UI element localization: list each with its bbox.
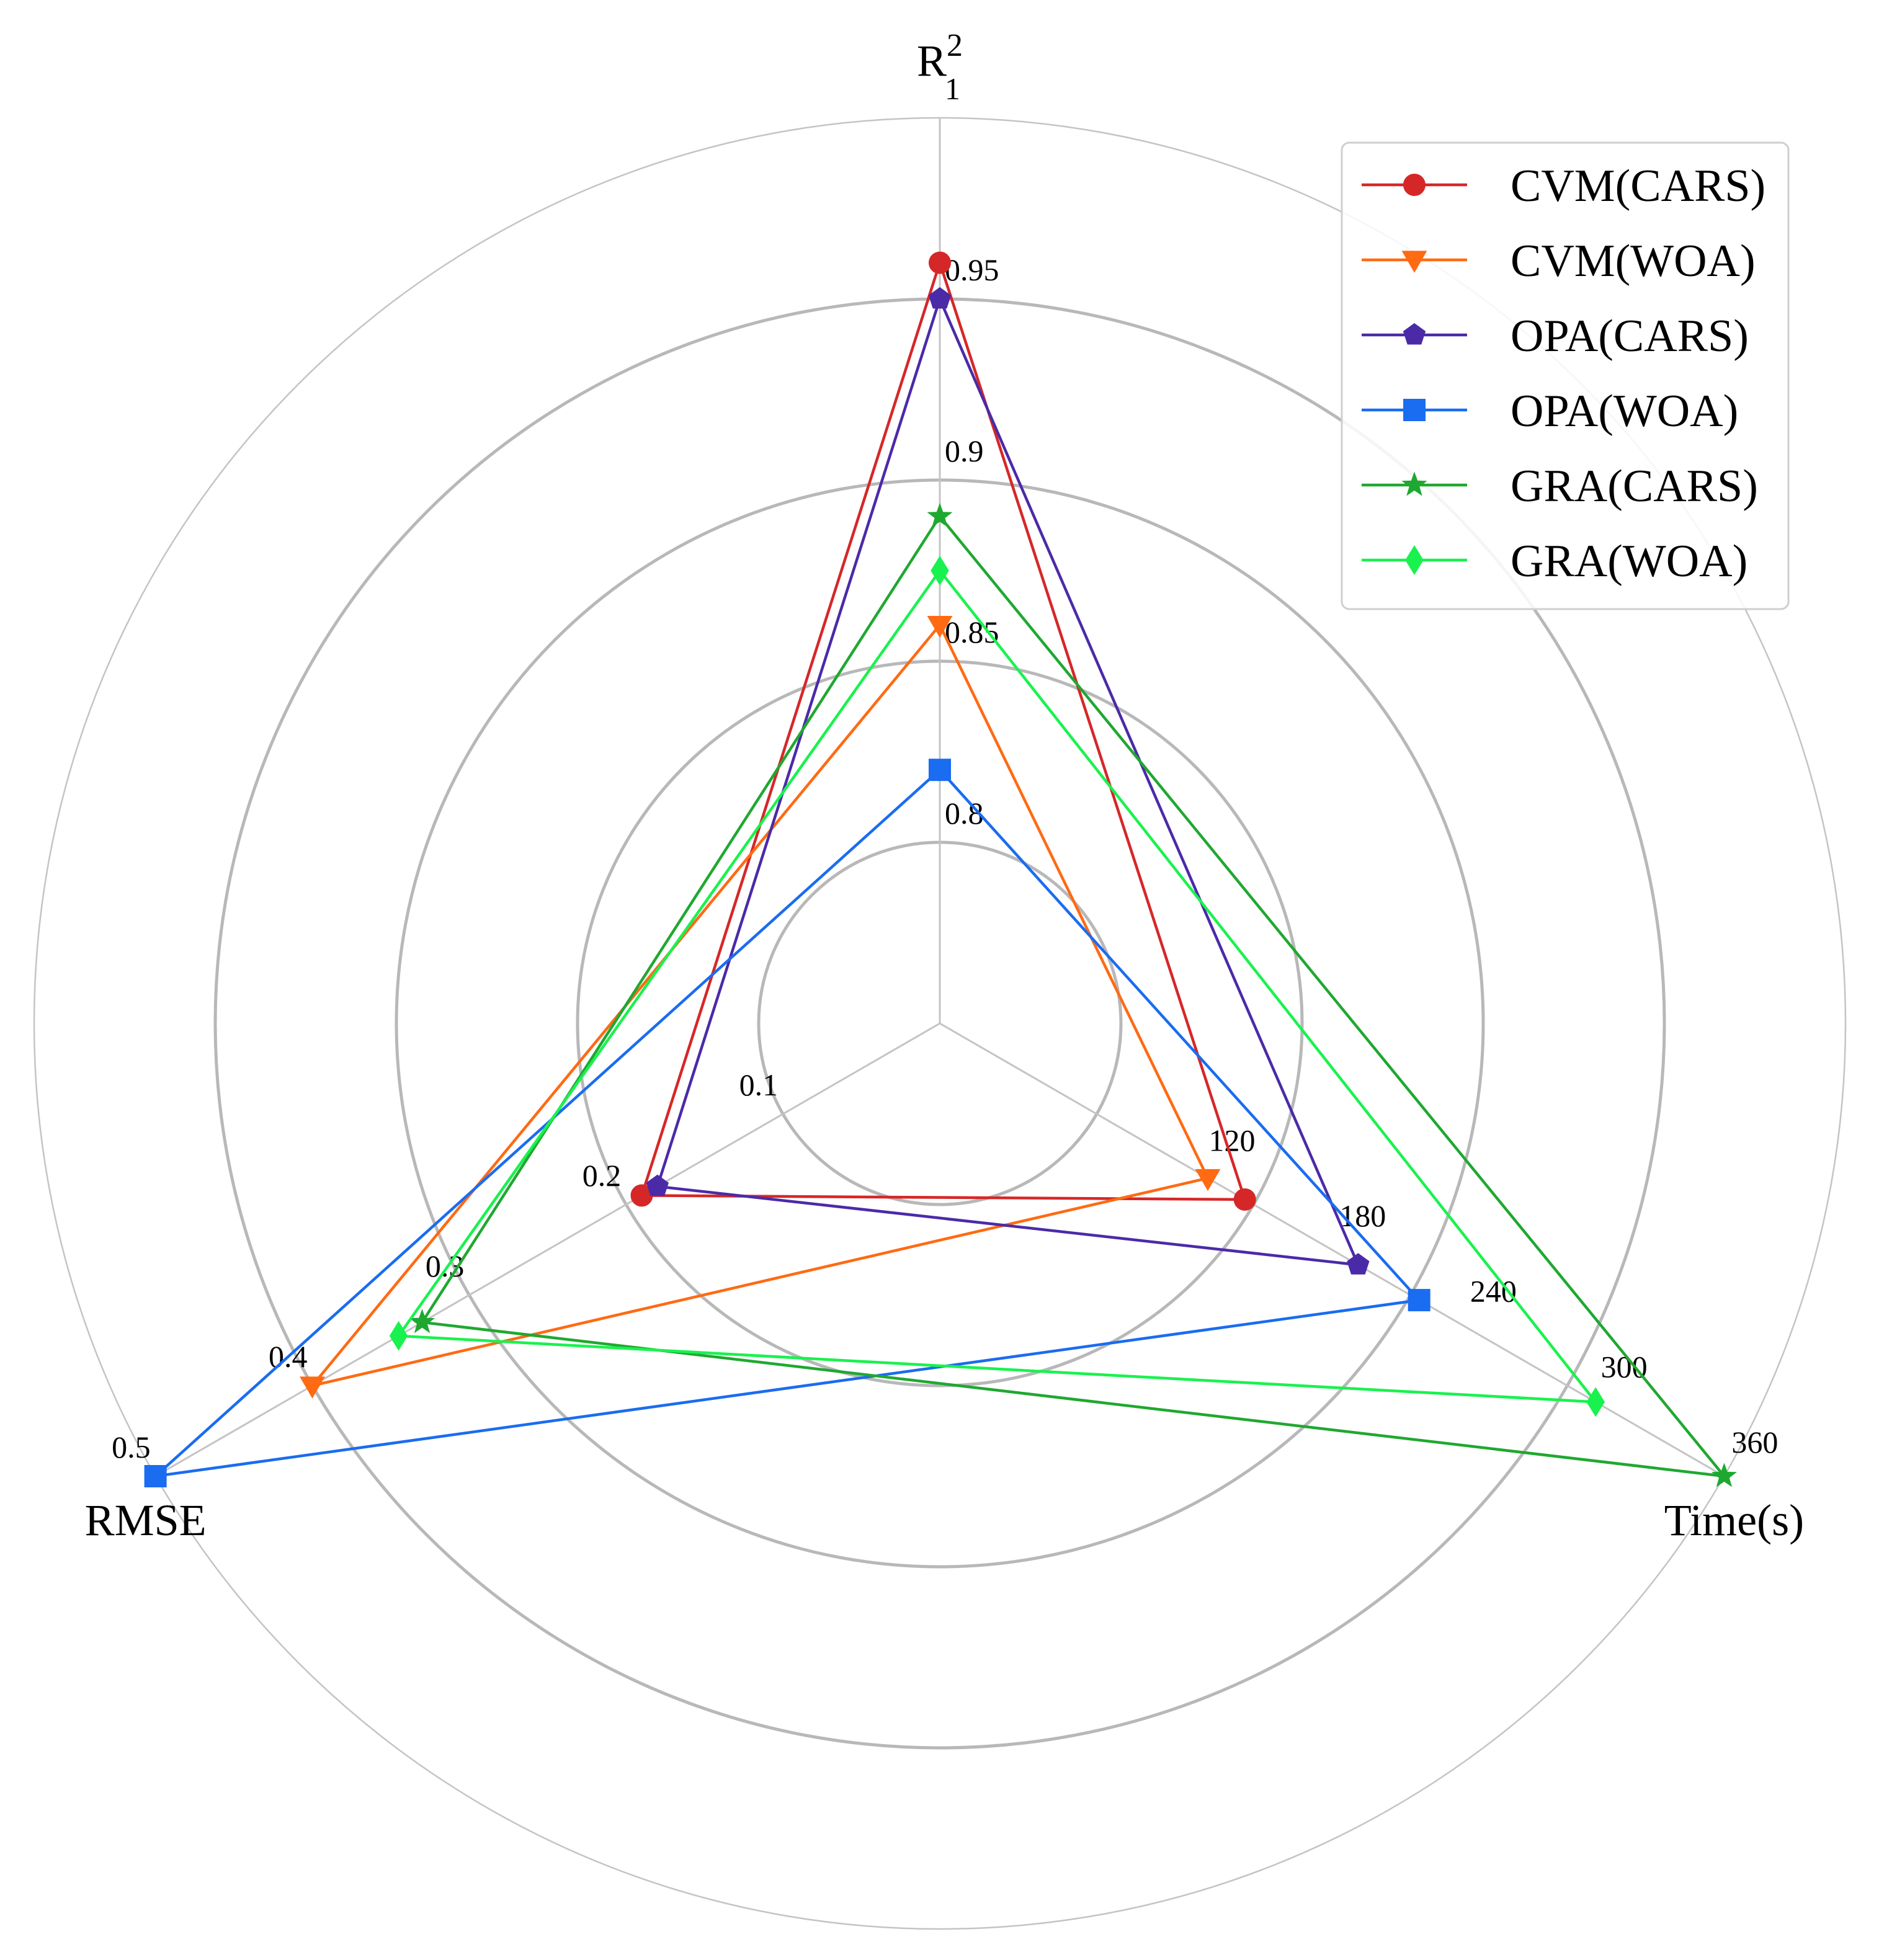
- data-point-4-r2: [929, 759, 951, 782]
- legend-item-1: CVM(CARS): [1362, 161, 1765, 212]
- legend-item-3: OPA(CARS): [1362, 311, 1749, 362]
- data-point-3-r2: [928, 287, 952, 309]
- legend-swatch-marker-3: [1403, 323, 1426, 345]
- tick-label-rmse-5: 0.5: [112, 1430, 151, 1464]
- legend-swatch-marker-4: [1403, 399, 1426, 421]
- legend-label-6: GRA(WOA): [1511, 536, 1747, 587]
- series-1: [630, 251, 1256, 1211]
- tick-label-rmse-1: 0.1: [739, 1067, 779, 1102]
- series-line-3: [655, 295, 1360, 1267]
- legend-swatch-marker-1: [1403, 174, 1426, 196]
- data-point-2-r2: [927, 616, 953, 638]
- axis-titles: R2 Time(s) RMSE: [85, 28, 1805, 1545]
- series-line-5: [419, 514, 1728, 1478]
- tick-label-time-5: 360: [1731, 1425, 1778, 1459]
- tick-label-rmse-2: 0.2: [582, 1158, 622, 1193]
- axis-title-rmse: RMSE: [85, 1495, 207, 1545]
- legend-label-4: OPA(WOA): [1511, 386, 1738, 437]
- legend-swatch-marker-6: [1405, 545, 1424, 576]
- data-point-2-rmse: [300, 1376, 325, 1399]
- data-point-5-r2: [927, 502, 953, 527]
- data-point-6-time: [1586, 1387, 1605, 1417]
- legend-item-4: OPA(WOA): [1362, 386, 1738, 437]
- legend-label-3: OPA(CARS): [1511, 311, 1749, 362]
- tick-label-r2-5: 1: [945, 71, 960, 106]
- tick-labels: 0.80.850.90.9511201802403003600.10.20.30…: [112, 71, 1778, 1464]
- tick-label-time-2: 180: [1339, 1198, 1386, 1233]
- spoke-rmse: [154, 1022, 940, 1477]
- series-layer: [144, 251, 1737, 1487]
- data-point-5-time: [1711, 1463, 1737, 1487]
- legend-swatch-marker-5: [1401, 471, 1427, 496]
- axis-title-r2: R2: [917, 28, 963, 86]
- series-line-6: [396, 568, 1599, 1404]
- spoke-time: [939, 1022, 1725, 1477]
- series-line-1: [640, 258, 1247, 1201]
- legend-item-6: GRA(WOA): [1362, 536, 1747, 587]
- data-point-6-r2: [931, 555, 949, 586]
- tick-label-r2-3: 0.9: [945, 434, 984, 468]
- tick-label-time-1: 120: [1208, 1123, 1255, 1157]
- data-point-1-time: [1233, 1188, 1256, 1211]
- tick-label-r2-2: 0.85: [945, 615, 999, 649]
- series-6: [389, 555, 1605, 1417]
- data-point-6-rmse: [389, 1321, 408, 1351]
- data-point-5-rmse: [409, 1309, 435, 1334]
- tick-label-r2-4: 0.95: [945, 252, 999, 287]
- data-point-3-rmse: [646, 1174, 669, 1196]
- data-point-1-r2: [929, 251, 951, 274]
- data-point-4-rmse: [144, 1465, 167, 1487]
- legend-item-5: GRA(CARS): [1362, 461, 1758, 512]
- legend-label-1: CVM(CARS): [1511, 161, 1765, 212]
- legend-swatch-marker-2: [1401, 251, 1427, 273]
- data-point-4-time: [1408, 1289, 1430, 1312]
- data-point-3-time: [1347, 1253, 1370, 1275]
- legend: CVM(CARS) CVM(WOA) OPA(CARS) OPA(WOA) GRA(CA…: [1341, 141, 1790, 610]
- series-3: [646, 287, 1370, 1275]
- legend-label-5: GRA(CARS): [1511, 461, 1758, 512]
- legend-item-2: CVM(WOA): [1362, 236, 1756, 287]
- axis-title-time: Time(s): [1664, 1495, 1804, 1545]
- data-point-2-time: [1195, 1169, 1221, 1192]
- series-5: [409, 502, 1737, 1487]
- legend-label-2: CVM(WOA): [1511, 236, 1756, 287]
